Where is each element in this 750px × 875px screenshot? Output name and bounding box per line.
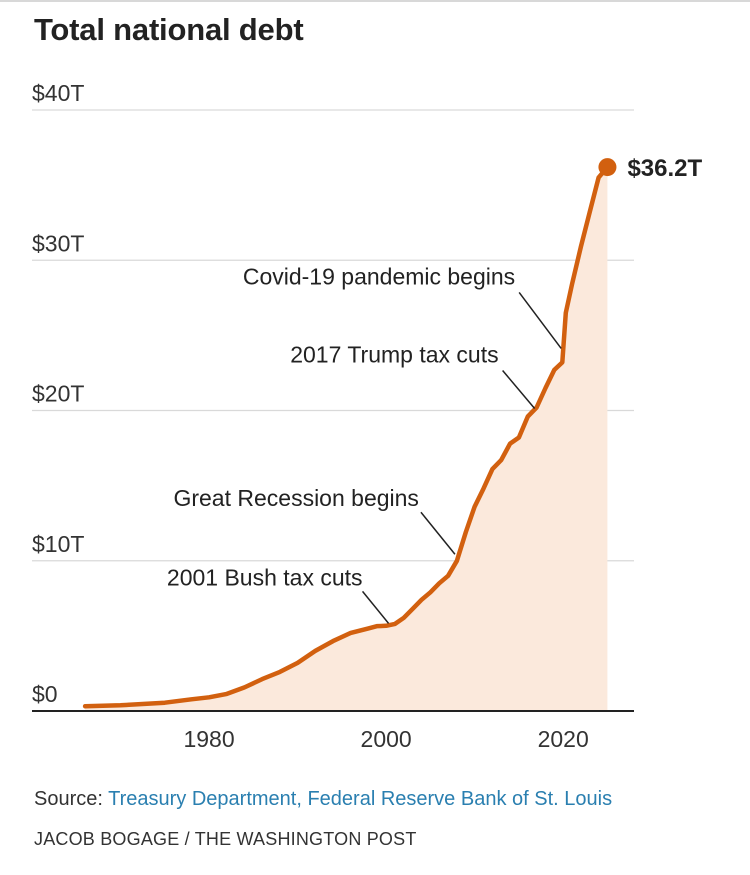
top-divider [0,0,750,2]
chart-title: Total national debt [34,12,304,47]
annotation-leader [502,370,536,409]
annotation-leader [420,511,456,555]
y-tick-label: $0 [32,681,58,707]
y-tick-label: $20T [32,381,84,407]
debt-series-line [82,164,610,709]
credit-line: JACOB BOGAGE / THE WASHINGTON POST [34,829,417,849]
x-tick-label: 2000 [361,726,412,752]
source-label: Source: [34,788,103,810]
annotation-label: 2001 Bush tax cuts [167,564,363,590]
annotation-label: Great Recession begins [173,485,418,511]
endpoint-marker [598,158,617,177]
annotations: 2001 Bush tax cuts Great Recession begins… [167,263,562,624]
endpoint-label: $36.2T [627,155,702,182]
x-tick-label: 1980 [183,726,234,752]
y-tick-label: $30T [32,230,84,256]
annotation-leader [361,590,390,624]
x-tick-label: 2020 [538,726,589,752]
y-tick-label: $10T [32,531,84,557]
debt-area-fill [85,167,608,712]
area-layer [82,158,617,712]
annotation-label: 2017 Trump tax cuts [290,342,498,368]
annotation-leader [518,291,562,349]
tick-labels: $0 $10T $20T $30T $40T 1980 2000 2020 $36.2T [32,80,702,752]
y-tick-label: $40T [32,80,84,106]
source-note: Source: Treasury Department, Federal Res… [34,788,612,811]
annotation-label: Covid-19 pandemic begins [243,263,515,289]
source-link[interactable]: Treasury Department, Federal Reserve Ban… [108,788,613,810]
